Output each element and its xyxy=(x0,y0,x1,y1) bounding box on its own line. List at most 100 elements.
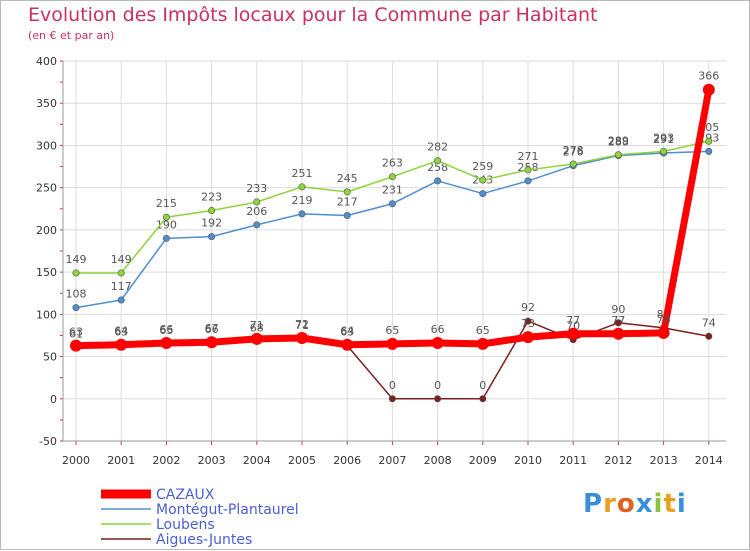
data-point xyxy=(72,304,80,312)
data-label: 66 xyxy=(431,323,445,336)
data-point xyxy=(386,337,399,350)
x-tick-label: 2007 xyxy=(378,454,406,467)
data-label: 108 xyxy=(66,288,87,301)
data-label: 65 xyxy=(476,324,490,337)
x-tick-label: 2012 xyxy=(604,454,632,467)
data-point xyxy=(660,147,668,155)
x-tick-label: 2006 xyxy=(333,454,361,467)
legend-label: Montégut-Plantaurel xyxy=(156,502,299,518)
data-point xyxy=(479,176,487,184)
data-label: 288 xyxy=(608,136,629,149)
data-point xyxy=(614,151,622,159)
data-point xyxy=(72,269,80,277)
x-tick-label: 2005 xyxy=(288,454,316,467)
data-label: 67 xyxy=(205,322,219,335)
data-label: 71 xyxy=(295,319,309,332)
brand-letter: i xyxy=(676,489,687,519)
x-tick-label: 2008 xyxy=(424,454,452,467)
y-tick-label: -50 xyxy=(39,435,57,448)
brand-letter: o xyxy=(616,489,636,519)
brand-letter: i xyxy=(653,489,664,519)
data-label: 263 xyxy=(382,157,403,170)
x-tick-label: 2009 xyxy=(469,454,497,467)
data-label: 259 xyxy=(472,160,493,173)
data-label: 289 xyxy=(608,135,629,148)
data-point xyxy=(298,210,306,218)
data-label: 215 xyxy=(156,197,177,210)
brand-letter: P xyxy=(583,489,604,519)
data-label: 65 xyxy=(385,324,399,337)
data-label: 61 xyxy=(69,327,83,340)
chart-subtitle: (en € et par an) xyxy=(28,29,115,42)
x-tick-label: 2014 xyxy=(695,454,723,467)
data-point xyxy=(479,190,487,198)
y-tick-label: 0 xyxy=(50,393,57,406)
data-point xyxy=(208,233,216,241)
data-label: 190 xyxy=(156,218,177,231)
data-label: 0 xyxy=(479,379,486,392)
brand-letter: t xyxy=(663,489,677,519)
data-label: 64 xyxy=(114,325,128,338)
x-tick-label: 2001 xyxy=(107,454,135,467)
data-label: 219 xyxy=(292,194,313,207)
data-label: 293 xyxy=(653,131,674,144)
data-point xyxy=(434,395,442,403)
data-point xyxy=(253,198,261,206)
legend-label: Aigues-Juntes xyxy=(156,532,252,548)
data-label: 149 xyxy=(66,253,87,266)
data-point xyxy=(205,336,218,349)
data-point xyxy=(296,331,308,344)
data-label: 77 xyxy=(566,314,580,327)
data-point xyxy=(434,177,442,185)
data-point xyxy=(115,338,128,351)
data-label: 231 xyxy=(382,184,403,197)
x-tick-label: 2004 xyxy=(243,454,271,467)
data-label: 0 xyxy=(434,379,441,392)
data-label: 73 xyxy=(521,317,535,330)
data-point xyxy=(524,177,532,185)
data-label: 77 xyxy=(611,314,625,327)
data-point xyxy=(567,327,580,340)
data-point xyxy=(702,83,715,96)
brand-logo: Proxiti xyxy=(583,489,687,519)
data-point xyxy=(117,269,125,277)
data-label: 92 xyxy=(521,301,535,314)
data-label: 192 xyxy=(201,217,222,230)
x-tick-label: 2000 xyxy=(62,454,90,467)
data-label: 63 xyxy=(340,326,354,339)
y-tick-label: 200 xyxy=(36,224,57,237)
data-label: 0 xyxy=(389,379,396,392)
data-label: 68 xyxy=(250,321,264,334)
data-point xyxy=(162,213,170,221)
data-label: 245 xyxy=(337,172,358,185)
data-label: 366 xyxy=(698,70,719,83)
data-point xyxy=(208,206,216,214)
data-label: 291 xyxy=(653,133,674,146)
y-tick-label: 400 xyxy=(36,55,57,68)
y-tick-label: 100 xyxy=(36,308,57,321)
data-point xyxy=(341,338,354,351)
data-label: 74 xyxy=(702,316,716,329)
data-point xyxy=(388,395,396,403)
data-label: 251 xyxy=(292,167,313,180)
data-label: 78 xyxy=(657,313,671,326)
data-point xyxy=(705,137,713,145)
data-label: 66 xyxy=(159,323,173,336)
data-label: 65 xyxy=(159,324,173,337)
data-label: 206 xyxy=(246,205,267,218)
y-tick-label: 350 xyxy=(36,97,57,110)
data-point xyxy=(434,157,442,165)
data-point xyxy=(388,173,396,181)
brand-letter: r xyxy=(603,489,617,519)
data-label: 233 xyxy=(246,182,267,195)
data-label: 276 xyxy=(563,146,584,159)
legend-label: Loubens xyxy=(156,517,215,533)
data-label: 66 xyxy=(205,323,219,336)
data-point xyxy=(524,317,532,325)
data-label: 271 xyxy=(518,150,539,163)
y-tick-label: 150 xyxy=(36,266,57,279)
